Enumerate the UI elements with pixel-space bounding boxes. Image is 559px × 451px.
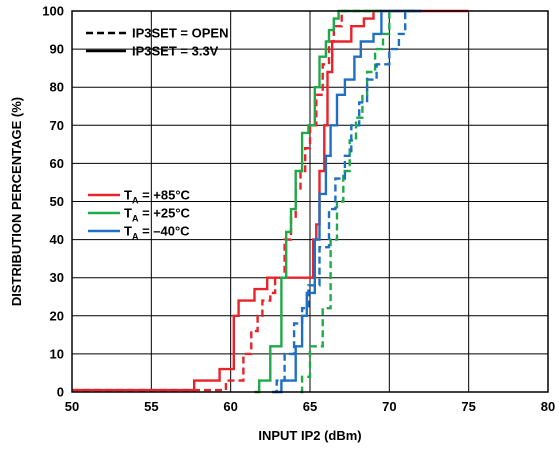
x-tick-label: 55 xyxy=(144,399,158,414)
series-line xyxy=(275,9,422,394)
plot-frame xyxy=(71,10,549,393)
color-legend-label: TA = +85°C xyxy=(124,188,191,206)
x-axis-label: INPUT IP2 (dBm) xyxy=(258,428,361,443)
y-tick-label: 0 xyxy=(57,385,64,400)
style-legend-label: IP3SET = OPEN xyxy=(132,26,228,41)
y-tick-label: 30 xyxy=(50,270,64,285)
color-legend-label: TA = –40°C xyxy=(124,224,190,242)
y-tick-label: 90 xyxy=(50,42,64,57)
x-tick-label: 75 xyxy=(461,399,475,414)
x-tick-label: 65 xyxy=(303,399,317,414)
x-tick-label: 70 xyxy=(382,399,396,414)
y-tick-label: 80 xyxy=(50,80,64,95)
color-legend-label: TA = +25°C xyxy=(124,206,191,224)
x-tick-label: 60 xyxy=(223,399,237,414)
x-tick-label: 80 xyxy=(541,399,555,414)
y-tick-label: 100 xyxy=(42,4,64,19)
series-line xyxy=(271,9,422,394)
series-line xyxy=(300,9,414,394)
x-tick-labels: 50 55 60 65 70 75 80 xyxy=(65,399,555,414)
color-legend: TA = +85°CTA = +25°CTA = –40°C xyxy=(88,188,191,242)
y-tick-label: 50 xyxy=(50,194,64,209)
y-tick-label: 60 xyxy=(50,156,64,171)
series-line xyxy=(72,9,469,392)
y-tick-label: 40 xyxy=(50,232,64,247)
x-tick-label: 50 xyxy=(65,399,79,414)
y-tick-label: 70 xyxy=(50,118,64,133)
style-legend: IP3SET = OPEN IP3SET = 3.3V xyxy=(86,26,228,59)
y-tick-labels: 0 10 20 30 40 50 60 70 80 90 100 xyxy=(42,4,64,400)
y-tick-label: 20 xyxy=(50,308,64,323)
style-legend-label: IP3SET = 3.3V xyxy=(132,44,219,59)
series-layer xyxy=(72,9,469,394)
y-tick-label: 10 xyxy=(50,346,64,361)
series-line xyxy=(254,9,382,394)
y-axis-label: DISTRIBUTION PERCENTAGE (%) xyxy=(9,97,24,306)
